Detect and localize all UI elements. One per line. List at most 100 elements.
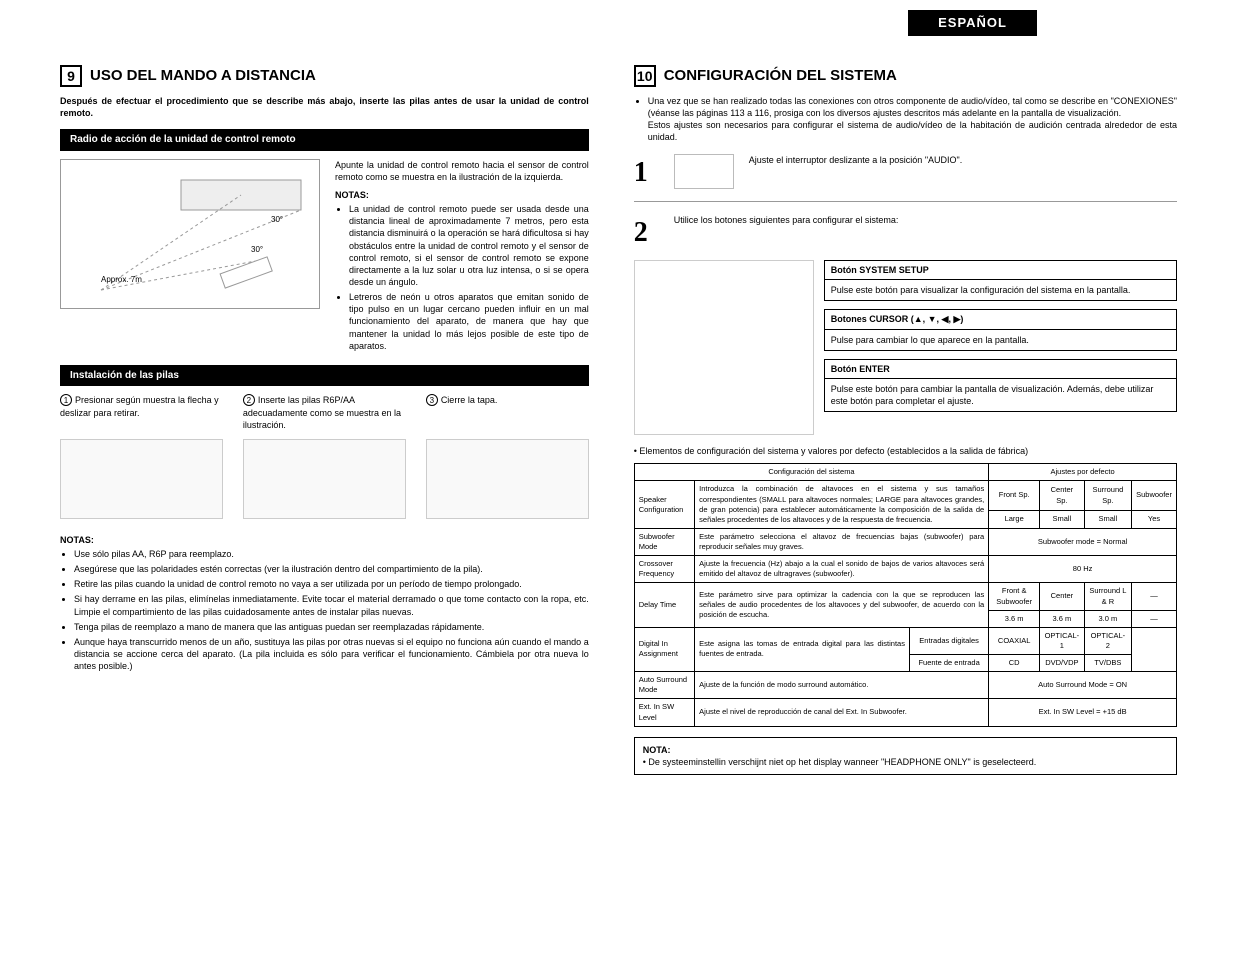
right-column: 10 CONFIGURACIÓN DEL SISTEMA Una vez que… [634, 25, 1177, 775]
section-number: 9 [60, 65, 82, 87]
nota-body: • De systeeminstellin verschijnt niet op… [643, 757, 1037, 767]
cell: Subwoofer mode = Normal [989, 528, 1177, 555]
cell: Subwoofer [1132, 481, 1177, 510]
config-table: Configuración del sistema Ajustes por de… [634, 463, 1177, 726]
step-text: Inserte las pilas R6P/AA adecuadamente c… [243, 395, 401, 429]
battery-note-item: Asegúrese que las polaridades estén corr… [74, 563, 589, 575]
step-number-1: 1 [634, 154, 659, 192]
battery-note-item: Aunque haya transcurrido menos de un año… [74, 636, 589, 672]
cell: CD [989, 655, 1040, 672]
cell: Center Sp. [1040, 481, 1085, 510]
distance-label: Approx. 7m [101, 275, 142, 286]
battery-illustrations [60, 439, 589, 519]
button-box-title: Botón SYSTEM SETUP [825, 261, 1176, 280]
table-row: Crossover Frequency Ajuste la frecuencia… [634, 556, 1176, 583]
remote-aim-text: Apunte la unidad de control remoto hacia… [335, 159, 589, 183]
cell: Auto Surround Mode = ON [989, 672, 1177, 699]
notas-label-1: NOTAS: [335, 189, 589, 201]
header-left: Configuración del sistema [634, 464, 988, 481]
cell: TV/DBS [1084, 655, 1131, 672]
button-box-title: Botón ENTER [825, 360, 1176, 379]
step-text: Cierre la tapa. [441, 395, 498, 405]
config-intro-item: Una vez que se han realizado todas las c… [648, 95, 1177, 144]
step-1-row: 1 Ajuste el interruptor deslizante a la … [634, 154, 1177, 203]
row-label: Delay Time [634, 583, 694, 627]
remote-range-diagram: 30° 30° Approx. 7m [60, 159, 320, 309]
row-label: Ext. In SW Level [634, 699, 694, 726]
section-header-9: 9 USO DEL MANDO A DISTANCIA [60, 65, 589, 87]
row-label: Auto Surround Mode [634, 672, 694, 699]
row-desc: Este asigna las tomas de entrada digital… [695, 627, 910, 671]
table-row: Auto Surround Mode Ajuste de la función … [634, 672, 1176, 699]
battery-illustration-3 [426, 439, 589, 519]
battery-step-1: 1Presionar según muestra la flecha y des… [60, 394, 223, 430]
step-number-2: 2 [634, 214, 659, 252]
cell: Ext. In SW Level = +15 dB [989, 699, 1177, 726]
battery-note-item: Use sólo pilas AA, R6P para reemplazo. [74, 548, 589, 560]
cell: 3.6 m [1040, 610, 1085, 627]
table-row: Ext. In SW Level Ajuste el nivel de repr… [634, 699, 1176, 726]
button-boxes: Botón SYSTEM SETUP Pulse este botón para… [824, 260, 1177, 435]
row-desc: Este parámetro selecciona el altavoz de … [695, 528, 989, 555]
battery-notes-list: Use sólo pilas AA, R6P para reemplazo. A… [60, 548, 589, 672]
cell: Front Sp. [989, 481, 1040, 510]
row-desc: Ajuste de la función de modo surround au… [695, 672, 989, 699]
notas-label-2: NOTAS: [60, 534, 589, 546]
intro-text: Después de efectuar el procedimiento que… [60, 95, 589, 119]
step-2-text: Utilice los botones siguientes para conf… [674, 214, 1177, 226]
row-desc: Ajuste la frecuencia (Hz) abajo a la cua… [695, 556, 989, 583]
table-row: Delay Time Este parámetro sirve para opt… [634, 583, 1176, 610]
button-box-body: Pulse este botón para visualizar la conf… [825, 280, 1176, 300]
header-right: Ajustes por defecto [989, 464, 1177, 481]
cell: Small [1084, 510, 1131, 528]
battery-note-item: Retire las pilas cuando la unidad de con… [74, 578, 589, 590]
section-number: 10 [634, 65, 656, 87]
config-intro-list: Una vez que se han realizado todas las c… [634, 95, 1177, 144]
angle-label-2: 30° [251, 245, 263, 256]
page: 9 USO DEL MANDO A DISTANCIA Después de e… [0, 0, 1237, 795]
battery-note-item: Si hay derrame en las pilas, elimínelas … [74, 593, 589, 617]
button-box-title: Botones CURSOR (▲, ▼, ◀, ▶) [825, 310, 1176, 329]
button-box-body: Pulse para cambiar lo que aparece en la … [825, 330, 1176, 350]
button-box-body: Pulse este botón para cambiar la pantall… [825, 379, 1176, 411]
cell: — [1132, 583, 1177, 610]
button-box-enter: Botón ENTER Pulse este botón para cambia… [824, 359, 1177, 412]
cell: Yes [1132, 510, 1177, 528]
audio-switch-icon [674, 154, 734, 189]
cell: Front & Subwoofer [989, 583, 1040, 610]
battery-step-2: 2Inserte las pilas R6P/AA adecuadamente … [243, 394, 406, 430]
nota-box: NOTA: • De systeeminstellin verschijnt n… [634, 737, 1177, 775]
cell: DVD/VDP [1040, 655, 1085, 672]
row-desc: Ajuste el nivel de reproducción de canal… [695, 699, 989, 726]
cell: Large [989, 510, 1040, 528]
table-row: Subwoofer Mode Este parámetro selecciona… [634, 528, 1176, 555]
remote-range-block: 30° 30° Approx. 7m Apunte la unidad de c… [60, 159, 589, 355]
remote-note-item: Letreros de neón u otros aparatos que em… [349, 291, 589, 352]
row-label: Crossover Frequency [634, 556, 694, 583]
row-label: Speaker Configuration [634, 481, 694, 529]
table-row: Speaker Configuration Introduzca la comb… [634, 481, 1176, 510]
battery-illustration-1 [60, 439, 223, 519]
cell: COAXIAL [989, 627, 1040, 654]
button-box-system-setup: Botón SYSTEM SETUP Pulse este botón para… [824, 260, 1177, 301]
remote-text-block: Apunte la unidad de control remoto hacia… [335, 159, 589, 355]
cell: OPTICAL-2 [1084, 627, 1131, 654]
step-text: Presionar según muestra la flecha y desl… [60, 395, 219, 417]
cell: Entradas digitales [909, 627, 988, 654]
cell: Surround Sp. [1084, 481, 1131, 510]
subsection-title-pilas: Instalación de las pilas [60, 365, 589, 387]
remote-notes-list: La unidad de control remoto puede ser us… [335, 203, 589, 352]
cell [1132, 627, 1177, 671]
cell: 80 Hz [989, 556, 1177, 583]
step-2-block: 2 Utilice los botones siguientes para co… [634, 214, 1177, 435]
step-1-text: Ajuste el interruptor deslizante a la po… [749, 154, 1177, 166]
nota-title: NOTA: [643, 745, 671, 755]
table-header-row: Configuración del sistema Ajustes por de… [634, 464, 1176, 481]
battery-note-item: Tenga pilas de reemplazo a mano de maner… [74, 621, 589, 633]
subsection-title-radio: Radio de acción de la unidad de control … [60, 129, 589, 151]
section-title: CONFIGURACIÓN DEL SISTEMA [664, 66, 897, 86]
cell: — [1132, 610, 1177, 627]
row-label: Subwoofer Mode [634, 528, 694, 555]
angle-label-1: 30° [271, 215, 283, 226]
cell: Fuente de entrada [909, 655, 988, 672]
